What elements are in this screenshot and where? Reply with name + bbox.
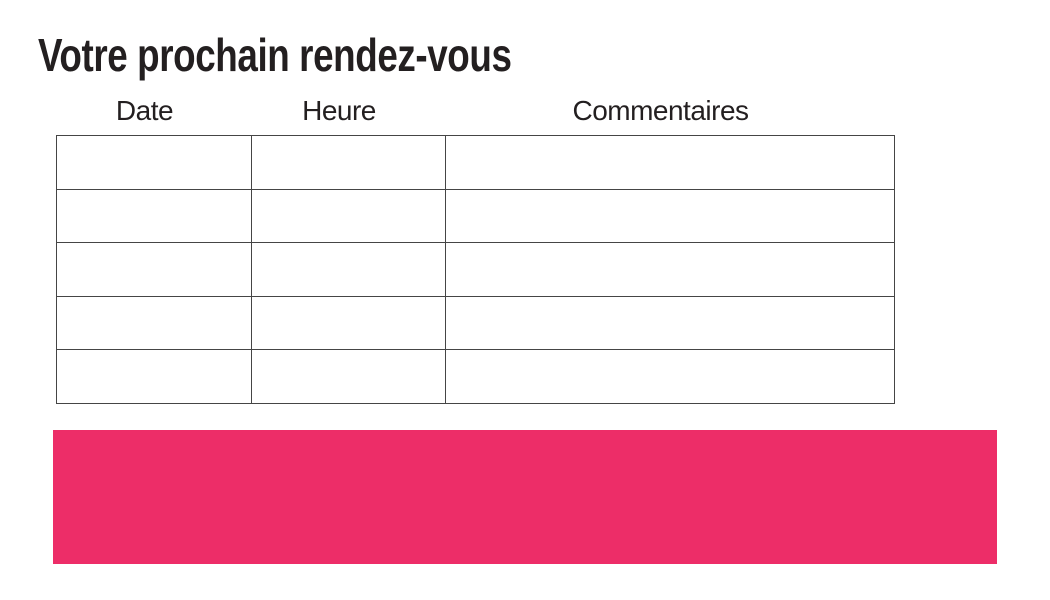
- table-cell: [251, 188, 446, 244]
- column-header-commentaires: Commentaires: [572, 95, 749, 126]
- table-column-headers: Date Heure Commentaires: [56, 95, 894, 127]
- table-cell: [251, 349, 446, 404]
- table-row: [56, 295, 895, 351]
- table-cell: [251, 242, 446, 297]
- column-header-heure: Heure: [302, 95, 376, 126]
- table-row: [56, 242, 895, 297]
- column-header-date: Date: [115, 95, 174, 126]
- table-cell: [56, 349, 252, 404]
- page-title: Votre prochain rendez-vous: [38, 29, 512, 81]
- table-cell: [445, 242, 895, 297]
- table-row: [56, 188, 895, 244]
- table-cell: [251, 135, 446, 190]
- table-cell: [445, 188, 895, 244]
- table-cell: [445, 295, 895, 351]
- table-cell: [56, 295, 252, 351]
- table-row: [56, 135, 895, 190]
- table-cell: [445, 349, 895, 404]
- table-cell: [56, 135, 252, 190]
- table-row: [56, 349, 895, 404]
- table-cell: [56, 188, 252, 244]
- appointment-table: [56, 135, 895, 404]
- pink-banner: [53, 430, 997, 564]
- appointment-table-body: [56, 135, 895, 404]
- table-cell: [445, 135, 895, 190]
- table-cell: [56, 242, 252, 297]
- table-cell: [251, 295, 446, 351]
